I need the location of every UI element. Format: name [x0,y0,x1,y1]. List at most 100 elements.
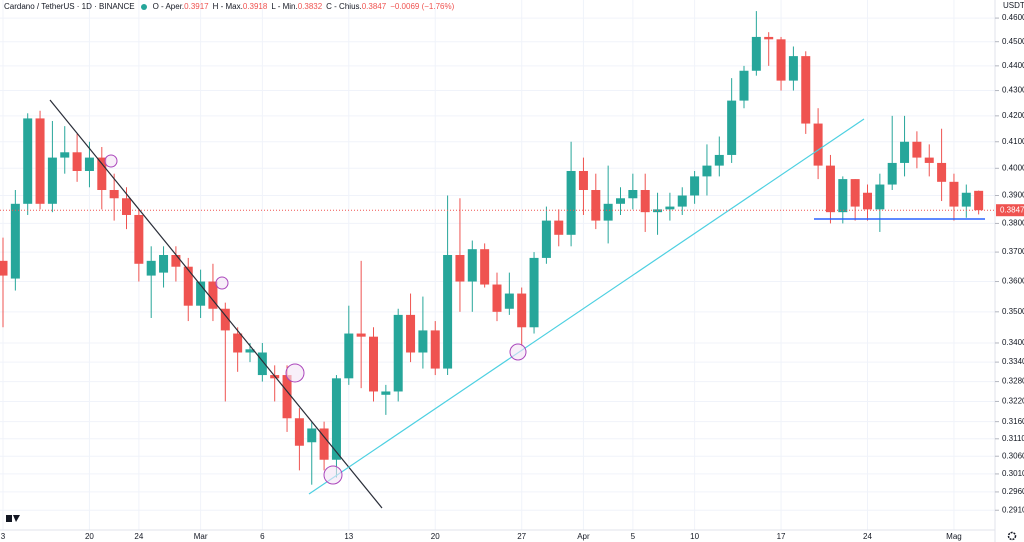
candle-body [974,190,984,211]
candle-body [159,254,169,273]
symbol-title: Cardano / TetherUS · 1D · BINANCE [4,2,135,11]
x-tick-label: 20 [85,532,94,541]
candle-body [702,165,712,177]
x-tick-label: 10 [690,532,699,541]
candle-body [319,428,329,460]
candle-body [653,209,663,213]
legend-header: Cardano / TetherUS · 1D · BINANCE O - Ap… [4,2,454,11]
candle-body [344,333,354,379]
x-tick-label: 17 [777,532,786,541]
candle-body [196,281,206,306]
x-tick-label: Mar [194,532,208,541]
candle-body [109,190,119,199]
y-tick-label: 0.4600 [1002,13,1024,22]
candle-body [949,181,959,207]
x-tick-label: 20 [431,532,440,541]
last-price-label: 0.3847 [1000,205,1024,214]
candle-body [665,206,675,210]
candle-body [183,266,193,306]
candle-body [616,198,625,204]
ohlc-item: H - Max.0.3918 [213,2,268,11]
candle-body [72,152,82,171]
x-tick-label: Mag [946,532,962,541]
x-tick-label: 13 [344,532,353,541]
tv-logo [6,515,20,522]
candle-body [850,179,860,207]
candle-body [541,220,551,258]
candle-body [591,190,601,221]
marker-circle [509,343,527,361]
ohlc-item: C - Chius.0.3847 [326,2,386,11]
last-price-box [996,204,1024,217]
candle-body [60,152,70,158]
x-tick-label: 24 [134,532,143,541]
x-tick-label: 5 [631,532,636,541]
ohlc-key: L - Min. [271,2,298,11]
ohlc-value: 0.3918 [242,2,268,11]
candle-body [529,257,539,328]
candle-body [257,352,267,376]
candle-body [467,249,477,282]
ohlc-value: 0.3917 [184,2,209,11]
marker-circle [104,154,118,168]
candle-body [480,249,490,285]
candle-body [10,203,20,279]
candle-body [84,157,94,171]
candles [0,11,984,485]
candle-body [393,314,403,392]
marker-circle [285,363,305,383]
candle-body [356,333,366,337]
candle-body [97,157,107,191]
candle-body [146,260,156,276]
candle-body [208,281,218,309]
x-tick-label: 27 [517,532,526,541]
ohlc-key: C - Chius. [326,2,362,11]
candle-body [900,141,910,163]
trend-line [49,99,383,509]
candle-body [233,333,243,353]
candle-body [492,284,502,312]
candle-body [369,336,378,392]
y-axis-label: USDT [1003,1,1024,10]
candle-body [245,349,255,353]
candle-body [381,391,391,395]
candle-body [825,165,835,213]
drawings [49,99,985,509]
candle-body [406,314,416,353]
x-tick-label: 3 [1,532,6,541]
candle-body [566,170,576,235]
x-tick-label: 24 [863,532,872,541]
candle-body [554,220,564,235]
candle-body [677,195,687,207]
candle-body [628,190,638,199]
candle-body [23,118,33,204]
ohlc-value: 0.3847 [361,2,387,11]
candle-body [764,36,774,40]
candle-body [788,56,798,81]
settings-icon[interactable] [1007,531,1017,541]
candle-body [455,254,465,282]
candle-body [776,39,786,81]
candle-body [714,154,724,166]
candle-body [47,157,57,204]
ohlc-key: H - Max. [212,2,243,11]
candle-body [863,192,872,210]
candle-body [578,170,588,191]
